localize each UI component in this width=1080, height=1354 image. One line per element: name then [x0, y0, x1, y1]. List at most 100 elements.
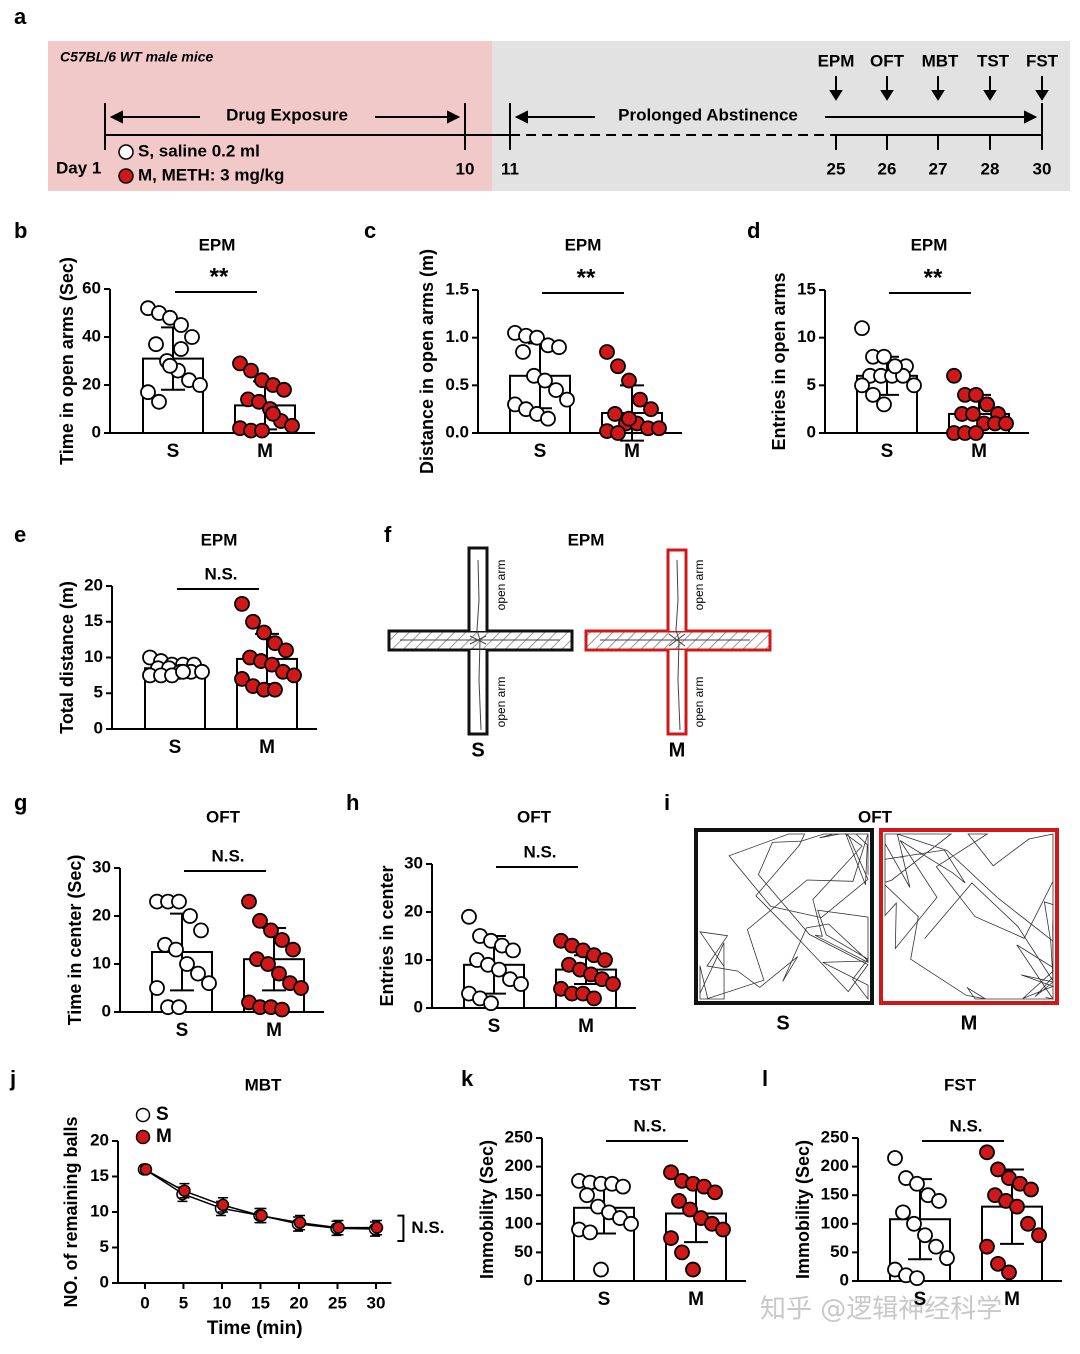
data-point	[1023, 1181, 1039, 1198]
data-point	[243, 362, 259, 379]
data-point	[663, 1230, 679, 1246]
data-point	[682, 1201, 698, 1218]
day-label: 10	[456, 159, 475, 178]
data-point	[513, 976, 529, 992]
data-point	[293, 980, 309, 996]
day-label: 28	[981, 159, 1000, 178]
group-label: S	[471, 739, 484, 761]
y-tick-label: 10	[797, 327, 816, 346]
data-point	[232, 355, 248, 372]
x-tick-label: M	[266, 1020, 282, 1041]
data-point	[928, 1238, 944, 1255]
data-point	[906, 377, 922, 394]
epm-maze-s	[387, 546, 574, 736]
phase-label: Drug Exposure	[226, 105, 348, 124]
data-point	[586, 990, 602, 1007]
data-point	[887, 1150, 903, 1166]
significance-label: N.S.	[211, 846, 244, 865]
data-point	[990, 1161, 1006, 1178]
data-point	[267, 635, 283, 652]
data-point	[171, 893, 187, 910]
panel-label: d	[747, 218, 760, 243]
significance-label: **	[577, 264, 596, 291]
data-point	[182, 908, 198, 924]
data-point	[931, 1193, 947, 1209]
y-tick-label: 30	[92, 857, 111, 876]
group-label: M	[669, 739, 686, 761]
y-tick-label: 1.5	[445, 279, 469, 298]
panel-label: j	[9, 1066, 16, 1091]
y-axis-label: Entries in center	[377, 865, 397, 1006]
panel-label: i	[664, 790, 670, 815]
x-tick-label: S	[534, 441, 547, 462]
data-point	[909, 1175, 925, 1192]
data-point	[917, 1227, 933, 1244]
data-point	[887, 358, 903, 375]
arm-label: open arm	[494, 677, 508, 728]
test-label: TST	[977, 51, 1010, 70]
data-point	[194, 663, 210, 680]
group-label: S	[776, 1012, 789, 1034]
data-point	[256, 624, 272, 641]
data-point	[245, 613, 261, 630]
y-tick-label: 200	[821, 1156, 849, 1175]
chart-title: EPM	[911, 235, 948, 254]
data-point	[255, 1209, 268, 1222]
panel-label: a	[14, 4, 27, 29]
data-point	[632, 391, 648, 408]
data-point	[854, 320, 870, 337]
data-point	[284, 417, 300, 434]
timeline-lines	[104, 76, 1049, 150]
panel-title: OFT	[858, 807, 893, 826]
y-axis-label: Distance in open arms (m)	[417, 249, 437, 474]
x-tick-label: S	[488, 1016, 501, 1037]
data-point	[685, 1261, 701, 1278]
chart-title: EPM	[565, 235, 602, 254]
data-point	[597, 952, 613, 968]
data-point	[979, 396, 995, 413]
arm-label: open arm	[494, 560, 508, 611]
significance-label: **	[924, 264, 943, 291]
y-tick-label: 1.0	[445, 327, 469, 346]
panel-label: l	[762, 1066, 768, 1091]
group-label: M	[961, 1012, 978, 1034]
y-tick-label: 15	[84, 611, 103, 630]
panel-label: k	[461, 1066, 474, 1091]
data-point	[651, 420, 667, 437]
data-point	[162, 309, 178, 326]
data-point	[274, 932, 290, 948]
x-tick-label: M	[624, 441, 640, 462]
data-point	[906, 1215, 922, 1232]
x-tick-label: S	[167, 441, 180, 462]
day-label: 26	[878, 159, 897, 178]
data-point	[216, 1198, 230, 1212]
test-label: EPM	[818, 51, 855, 70]
y-tick-label: 0	[414, 997, 423, 1016]
x-tick-label: M	[257, 441, 273, 462]
data-point	[263, 922, 279, 939]
day-label: 25	[827, 159, 846, 178]
data-point	[148, 336, 164, 353]
data-point	[171, 999, 187, 1016]
oft-arena-s	[694, 828, 874, 1005]
y-tick-label: 150	[821, 1185, 849, 1204]
epm-maze-m	[584, 548, 772, 736]
y-tick-label: 10	[92, 953, 111, 972]
panel-label: f	[384, 522, 392, 547]
data-point	[271, 965, 287, 982]
data-point	[610, 358, 626, 375]
y-tick-label: 40	[82, 326, 101, 345]
phase-label: Prolonged Abstinence	[618, 105, 798, 124]
data-point	[483, 995, 499, 1012]
data-point	[265, 405, 281, 422]
legend-marker	[135, 1107, 151, 1123]
panel-label: c	[364, 218, 376, 243]
x-tick-label: M	[1004, 1289, 1020, 1310]
x-tick-label: M	[971, 441, 987, 462]
x-tick-label: M	[259, 737, 275, 758]
y-tick-label: 10	[404, 949, 423, 968]
data-point	[876, 348, 892, 365]
data-point	[939, 1250, 955, 1267]
legend-label: S	[156, 1104, 169, 1125]
y-tick-label: 100	[505, 1213, 533, 1232]
